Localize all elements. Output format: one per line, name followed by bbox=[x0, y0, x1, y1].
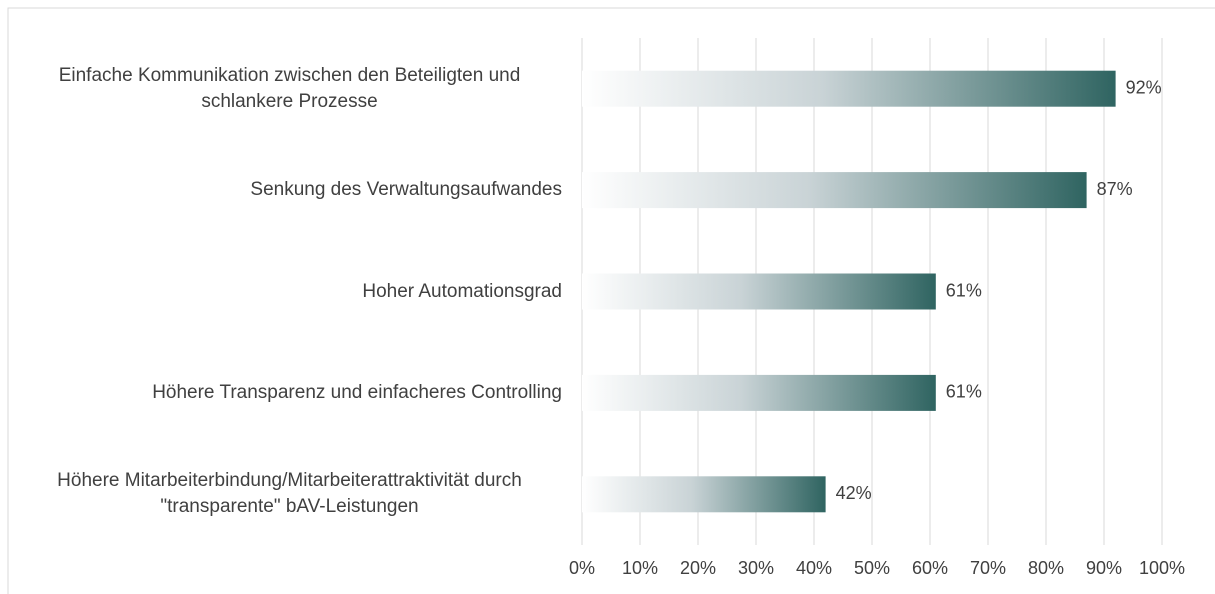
value-label: 42% bbox=[836, 483, 872, 503]
value-label: 61% bbox=[946, 382, 982, 402]
x-tick-label: 40% bbox=[796, 558, 832, 578]
value-label: 87% bbox=[1097, 179, 1133, 199]
bar bbox=[582, 70, 1116, 107]
category-label-box: Hoher Automationsgrad bbox=[362, 279, 562, 305]
category-label-box: Senkung des Verwaltungsaufwandes bbox=[250, 177, 562, 203]
x-tick-label: 30% bbox=[738, 558, 774, 578]
value-label: 92% bbox=[1126, 77, 1162, 97]
x-tick-label: 20% bbox=[680, 558, 716, 578]
bar bbox=[582, 476, 826, 513]
x-tick-label: 60% bbox=[912, 558, 948, 578]
x-tick-label: 90% bbox=[1086, 558, 1122, 578]
value-label: 61% bbox=[946, 280, 982, 300]
bar bbox=[582, 172, 1087, 209]
category-label: Einfache Kommunikation zwischen den Bete… bbox=[58, 64, 521, 112]
bar bbox=[582, 374, 936, 411]
bar bbox=[582, 273, 936, 310]
x-tick-label: 0% bbox=[569, 558, 595, 578]
x-tick-label: 100% bbox=[1139, 558, 1185, 578]
category-label-box: Höhere Transparenz und einfacheres Contr… bbox=[152, 380, 562, 406]
x-tick-label: 50% bbox=[854, 558, 890, 578]
chart-border bbox=[7, 7, 1215, 594]
category-label-box: Höhere Mitarbeiterbindung/Mitarbeiteratt… bbox=[17, 468, 562, 520]
x-tick-label: 80% bbox=[1028, 558, 1064, 578]
x-tick-label: 70% bbox=[970, 558, 1006, 578]
x-tick-label: 10% bbox=[622, 558, 658, 578]
category-label: Hoher Automationsgrad bbox=[362, 280, 562, 302]
category-label: Höhere Mitarbeiterbindung/Mitarbeiteratt… bbox=[57, 470, 522, 518]
category-label: Höhere Transparenz und einfacheres Contr… bbox=[152, 381, 562, 403]
category-label: Senkung des Verwaltungsaufwandes bbox=[250, 179, 562, 201]
category-label-box: Einfache Kommunikation zwischen den Bete… bbox=[17, 63, 562, 115]
